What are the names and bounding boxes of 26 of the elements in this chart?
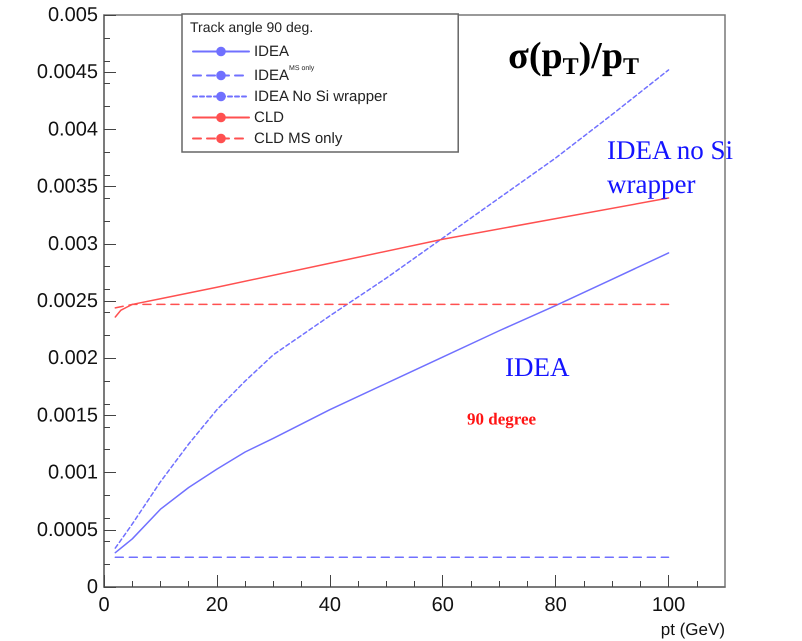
- y-tick-label: 0.0035: [36, 176, 98, 198]
- line-series: [114, 197, 670, 318]
- y-tick-label: 0.0015: [36, 404, 98, 426]
- legend-label: CLD MS only: [254, 130, 343, 147]
- x-tick-label: 100: [652, 594, 686, 616]
- y-tick-label: 0.002: [48, 347, 98, 370]
- y-tick-label: 0.0045: [36, 61, 98, 84]
- y-tick-label: 0.001: [48, 462, 98, 484]
- x-tick-label: 20: [206, 594, 228, 616]
- x-tick-label: 60: [432, 594, 454, 616]
- annotation: 90 degree: [467, 410, 537, 428]
- legend-title: Track angle 90 deg.: [190, 19, 314, 35]
- legend-label: CLD: [254, 109, 284, 126]
- y-tick-label: 0: [86, 576, 98, 598]
- y-tick-label: 0.004: [48, 118, 98, 140]
- x-tick-label: 40: [318, 594, 341, 616]
- annotation: IDEA: [505, 352, 570, 382]
- x-tick-label: 80: [544, 594, 567, 616]
- line-series: [114, 252, 670, 554]
- y-tick-label: 0.003: [48, 232, 98, 255]
- y-tick-label: 0.0025: [36, 290, 98, 312]
- y-tick-label: 0.0005: [36, 518, 98, 541]
- x-axis-title: pt (GeV): [660, 620, 725, 639]
- legend-label: IDEA: [254, 43, 290, 60]
- legend-label: IDEA No Si wrapper: [254, 88, 388, 105]
- y-tick-label: 0.005: [48, 4, 98, 26]
